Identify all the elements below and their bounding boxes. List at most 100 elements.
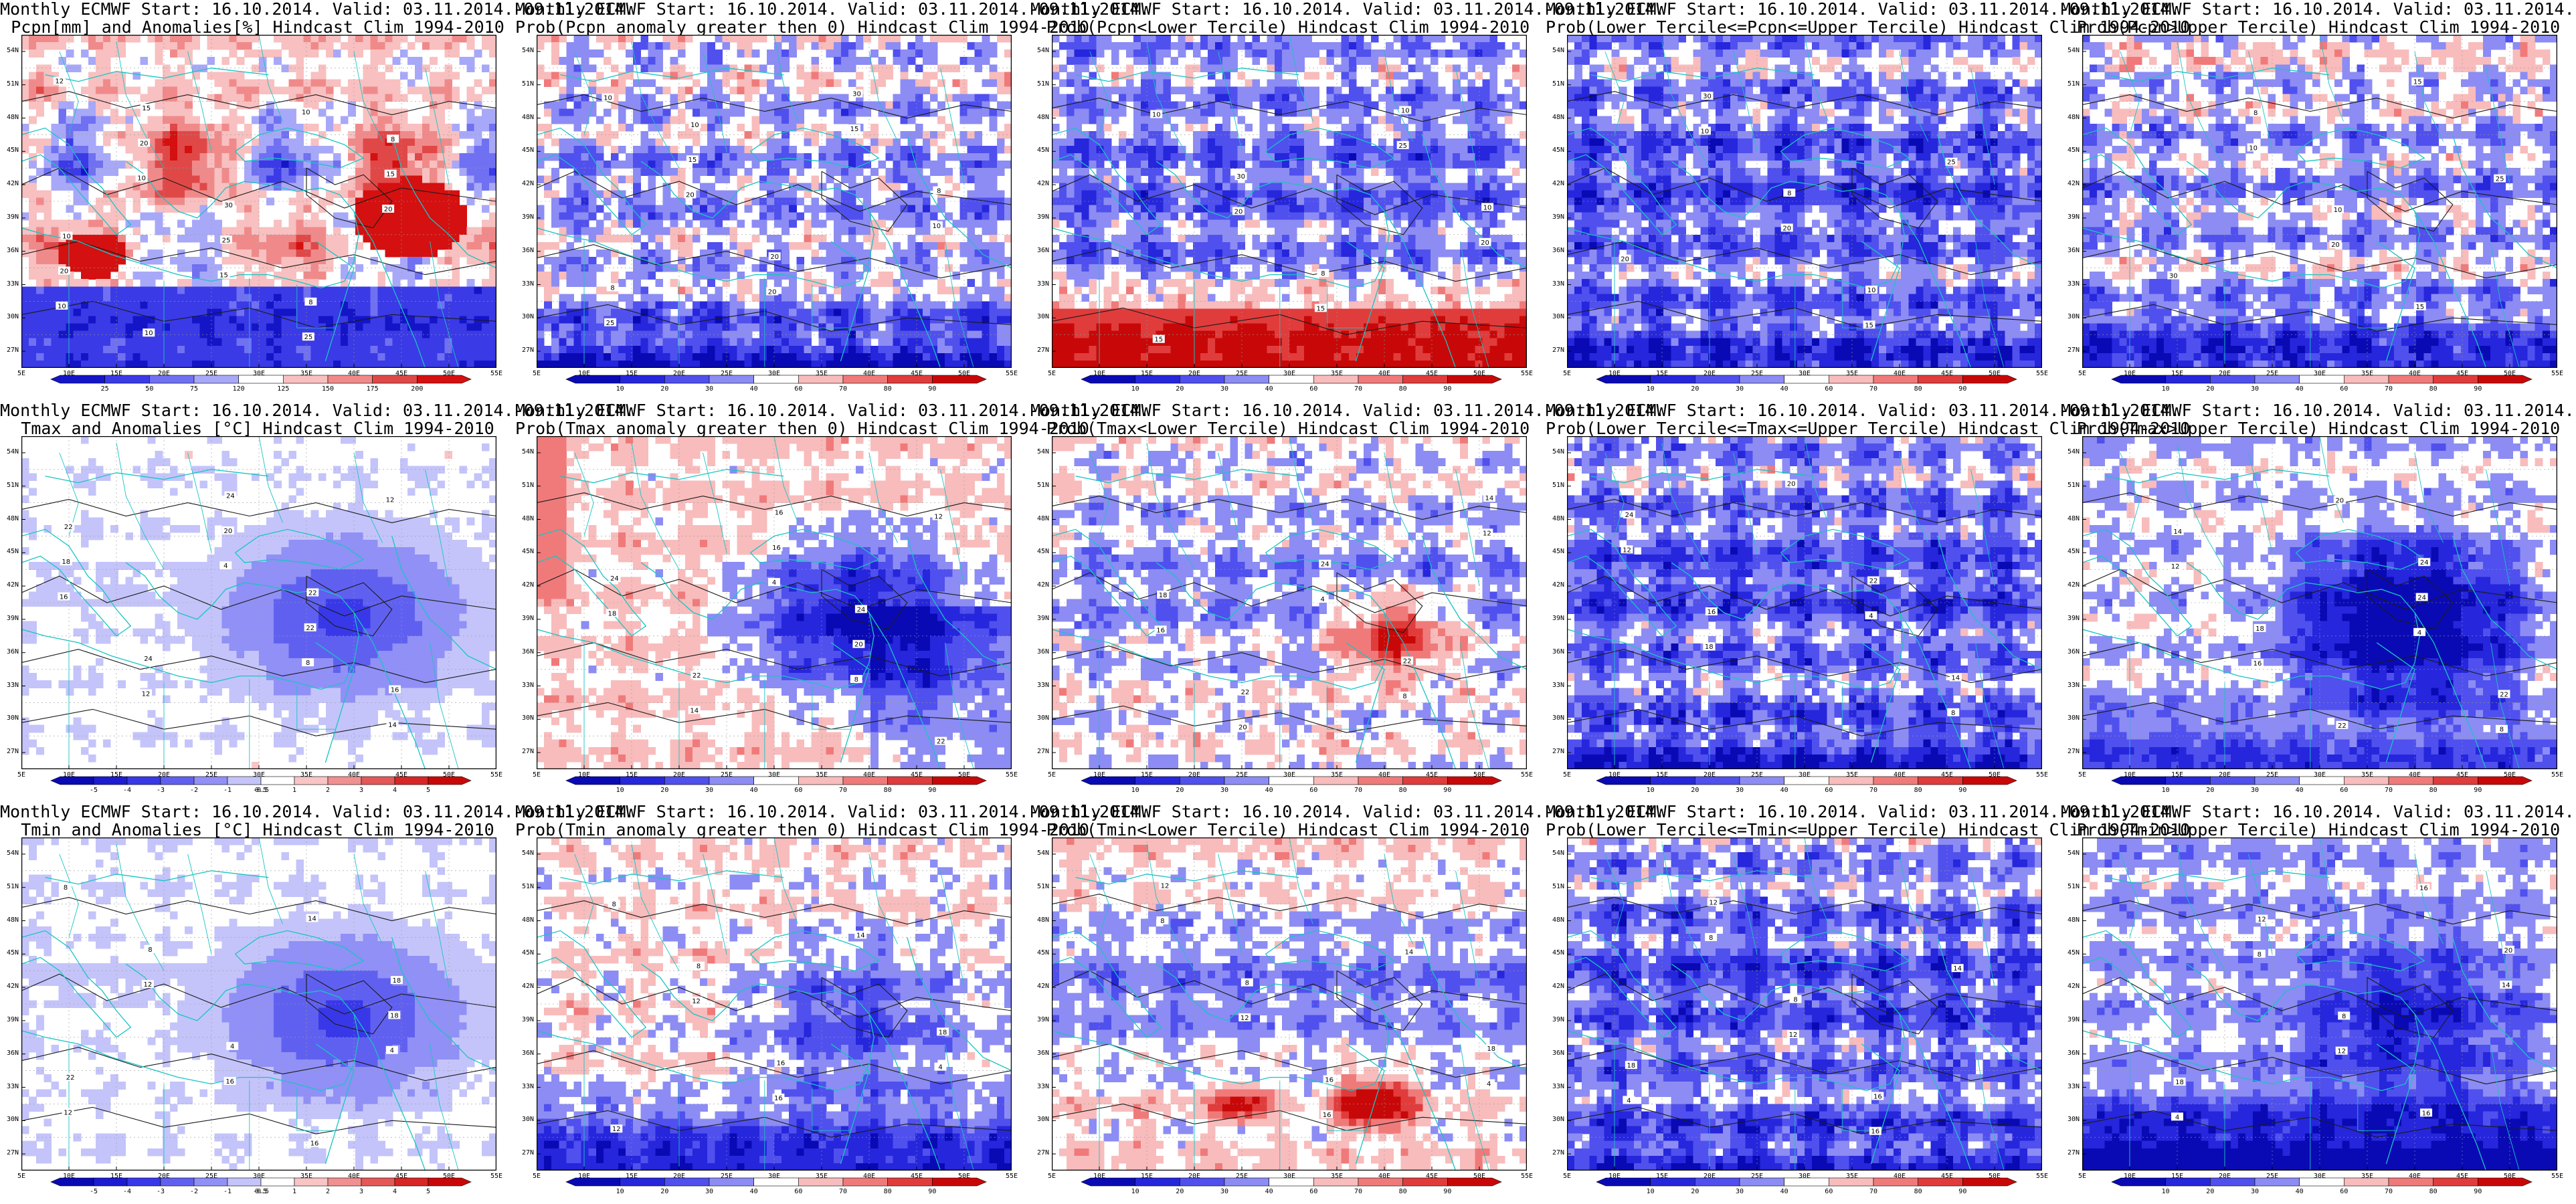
- colorbar-swatch: [1447, 776, 1502, 785]
- colorbar-swatch: [428, 1177, 472, 1187]
- lon-tick-label: 10E: [59, 370, 79, 377]
- colorbar: [1596, 776, 2017, 785]
- border-line: [1384, 452, 1414, 543]
- border-line: [1289, 436, 1313, 523]
- contour-label: 22: [937, 738, 945, 746]
- border-line: [425, 68, 450, 185]
- lon-tick-label: 35E: [1842, 1173, 1862, 1180]
- colorbar-swatch: [1962, 375, 2017, 384]
- coastline: [1075, 469, 1299, 484]
- contour-label: 18: [2256, 625, 2264, 633]
- colorbar-label: 90: [1437, 1188, 1458, 1195]
- lon-tick-label: 30E: [2310, 1173, 2330, 1180]
- contour-label: 15: [2413, 79, 2422, 86]
- contour-label: 30: [852, 91, 861, 98]
- border-line: [1733, 51, 1758, 152]
- forecast-map: 4 8 12 16 20 24 22 14 18 22: [1052, 436, 1527, 769]
- colorbar-label: 90: [921, 1188, 943, 1195]
- colorbar-label: 30: [1729, 385, 1750, 393]
- lat-tick-label: 45N: [1548, 548, 1564, 555]
- contour-label: 16: [1156, 627, 1165, 634]
- colorbar-label: 70: [1348, 385, 1369, 393]
- contour-label: 20: [1621, 256, 1629, 264]
- colorbar-swatch: [1358, 1177, 1403, 1187]
- colorbar-swatch: [2344, 1177, 2389, 1187]
- border-line: [296, 686, 335, 730]
- contour-label: 14: [1485, 495, 1494, 502]
- border-line: [703, 452, 727, 553]
- panel-title: Monthly ECMWF Start: 16.10.2014. Valid: …: [2061, 803, 2576, 839]
- colorbar: [565, 375, 987, 384]
- isoline: [2367, 977, 2454, 1038]
- panel-title: Monthly ECMWF Start: 16.10.2014. Valid: …: [0, 0, 634, 36]
- colorbar-swatch: [709, 776, 754, 785]
- lon-tick-label: 15E: [106, 771, 126, 779]
- isoline: [1567, 1047, 2042, 1082]
- isoline: [1052, 645, 1527, 680]
- colorbar-label: 4: [384, 1188, 405, 1195]
- contour-label: 20: [223, 528, 232, 535]
- isoline: [1336, 174, 1423, 235]
- lat-tick-label: 42N: [1033, 983, 1049, 990]
- coastline: [21, 930, 132, 1038]
- contour-label: 10: [2249, 144, 2258, 152]
- colorbar-label: 90: [2467, 385, 2488, 393]
- border-line: [2120, 51, 2140, 135]
- colorbar-swatch: [1962, 776, 2017, 785]
- contour-label: 8: [697, 963, 701, 971]
- contour-label: 24: [610, 575, 619, 583]
- colorbar-label: 30: [1729, 787, 1750, 794]
- lon-tick-label: 40E: [1374, 370, 1394, 377]
- isoline: [1052, 98, 1527, 122]
- lat-tick-label: 42N: [518, 983, 534, 990]
- lon-tick-label: 20E: [669, 771, 689, 779]
- lat-tick-label: 33N: [3, 280, 19, 288]
- lon-tick-label: 40E: [2405, 370, 2425, 377]
- colorbar-label: 60: [2333, 1188, 2355, 1195]
- colorbar-label: 80: [1392, 385, 1414, 393]
- colorbar-swatch: [620, 375, 665, 384]
- panel-title-line1: Monthly ECMWF Start: 16.10.2014. Valid: …: [1546, 803, 2180, 821]
- border-line: [631, 442, 680, 570]
- colorbar-label: 10: [1125, 787, 1146, 794]
- colorbar-swatch: [1596, 776, 1651, 785]
- colorbar-swatch: [2299, 776, 2344, 785]
- coastline: [1567, 963, 1905, 1092]
- colorbar-label: 60: [2333, 787, 2355, 794]
- colorbar: [2111, 776, 2533, 785]
- lat-tick-label: 42N: [518, 581, 534, 589]
- contour-label: 16: [391, 686, 399, 694]
- isoline: [1336, 970, 1423, 1031]
- contour-label: 10: [2334, 207, 2342, 214]
- contour-label: 8: [391, 136, 395, 143]
- border-line: [1455, 68, 1480, 185]
- isoline: [1052, 496, 1527, 520]
- contour-label: 25: [1398, 142, 1407, 150]
- lon-tick-label: 25E: [201, 1173, 221, 1180]
- lat-tick-label: 45N: [1033, 548, 1049, 555]
- lon-tick-label: 40E: [1890, 370, 1910, 377]
- colorbar-swatch: [932, 1177, 987, 1187]
- contour-label: 30: [1236, 173, 1245, 181]
- lon-tick-label: 15E: [1652, 771, 1672, 779]
- lat-tick-label: 51N: [2063, 883, 2080, 890]
- colorbar-label: 20: [1169, 385, 1190, 393]
- lat-tick-label: 48N: [1548, 515, 1564, 522]
- colorbar-swatch: [2111, 776, 2166, 785]
- forecast-map: 4 8 12 16 14 18 12 8 16: [1567, 837, 2042, 1171]
- lat-tick-label: 39N: [3, 1016, 19, 1023]
- colorbar-label: -3: [150, 787, 171, 794]
- colorbar-label: 40: [1259, 1188, 1280, 1195]
- coastline: [1265, 127, 1395, 169]
- colorbar-label: 10: [1640, 787, 1661, 794]
- coastline: [1567, 127, 1677, 235]
- coastline: [21, 562, 359, 690]
- contour-label: 18: [390, 1012, 399, 1019]
- colorbar-label: 30: [1214, 385, 1235, 393]
- lat-tick-label: 42N: [3, 581, 19, 589]
- colorbar-swatch: [1180, 776, 1225, 785]
- lat-tick-label: 54N: [1033, 47, 1049, 54]
- colorbar-label: 3: [351, 1188, 372, 1195]
- colorbar-label: 20: [1169, 1188, 1190, 1195]
- panel-title-line1: Monthly ECMWF Start: 16.10.2014. Valid: …: [2061, 0, 2576, 18]
